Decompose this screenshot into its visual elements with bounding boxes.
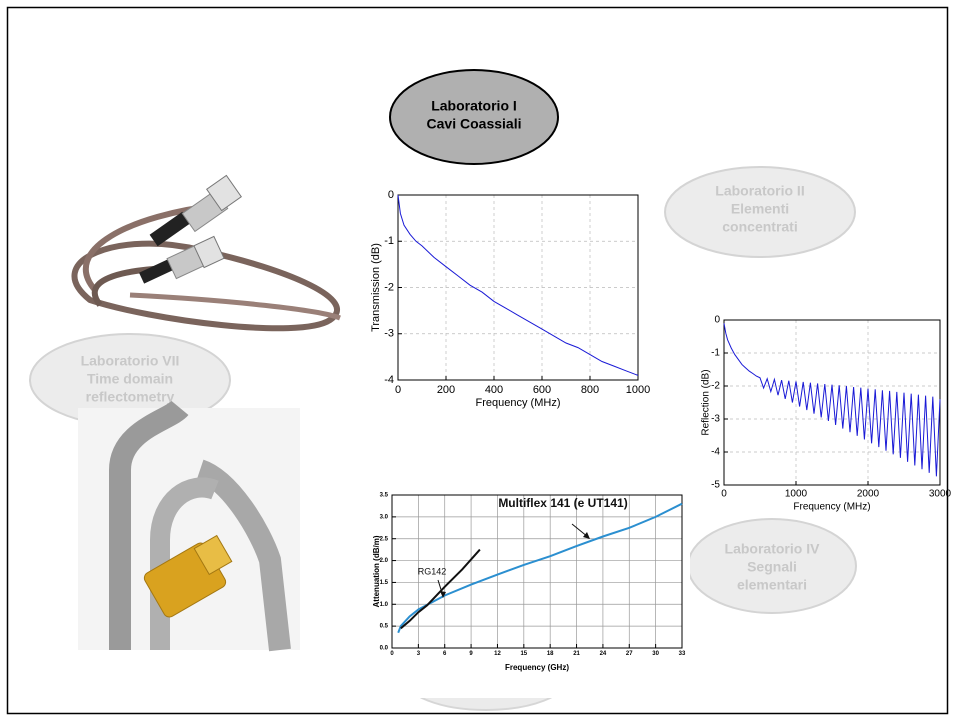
y-tick-label: -3 (384, 328, 394, 340)
x-tick-label: 600 (533, 384, 551, 396)
y-tick-label: -3 (711, 414, 720, 425)
x-tick-label: 30 (652, 651, 659, 657)
y-tick-label: 0 (714, 315, 720, 326)
connector-image (78, 408, 300, 650)
x-tick-label: 21 (573, 651, 580, 657)
y-axis-label: Reflection (dB) (701, 369, 712, 435)
x-tick-label: 15 (520, 651, 527, 657)
x-tick-label: 33 (679, 651, 686, 657)
x-axis-label: Frequency (MHz) (476, 397, 561, 409)
oval-text: Time domain (87, 371, 173, 387)
x-tick-label: 12 (494, 651, 501, 657)
y-tick-label: 3.0 (380, 514, 389, 520)
x-tick-label: 1000 (785, 489, 808, 500)
slide: Laboratorio I Cavi Coassiali Laboratorio… (0, 0, 956, 722)
x-tick-label: 0 (721, 489, 727, 500)
oval-text: concentrati (722, 219, 797, 235)
y-tick-label: 0.5 (380, 624, 389, 630)
lab-oval[interactable]: Laboratorio II Elementi concentrati (665, 167, 855, 257)
y-axis-label: Transmission (dB) (370, 243, 382, 332)
x-tick-label: 18 (547, 651, 554, 657)
oval-text: elementari (737, 577, 807, 593)
y-tick-label: -1 (711, 348, 720, 359)
lab-oval[interactable]: Laboratorio IV Segnali elementari (688, 519, 856, 613)
oval-text: Laboratorio VII (81, 353, 180, 369)
x-tick-label: 0 (395, 384, 401, 396)
x-tick-label: 2000 (857, 489, 880, 500)
y-tick-label: -4 (711, 447, 720, 458)
x-tick-label: 1000 (626, 384, 650, 396)
lab-oval[interactable]: Laboratorio I Cavi Coassiali (390, 70, 558, 164)
x-tick-label: 27 (626, 651, 633, 657)
x-tick-label: 3000 (929, 489, 952, 500)
y-tick-label: -2 (384, 281, 394, 293)
y-tick-label: 3.5 (380, 493, 389, 499)
x-tick-label: 800 (581, 384, 599, 396)
y-tick-label: 0 (388, 189, 394, 201)
x-tick-label: 400 (485, 384, 503, 396)
y-tick-label: 0.0 (380, 646, 389, 652)
y-tick-label: -5 (711, 480, 720, 491)
y-tick-label: -4 (384, 374, 394, 386)
oval-text: Laboratorio II (715, 183, 804, 199)
oval-text: Laboratorio IV (725, 541, 821, 557)
oval-text: Segnali (747, 559, 797, 575)
x-tick-label: 24 (600, 651, 607, 657)
oval-text: Laboratorio I (431, 98, 517, 114)
oval-text: Elementi (731, 201, 789, 217)
series-label: Multiflex 141 (e UT141) (498, 496, 627, 510)
x-axis-label: Frequency (GHz) (505, 663, 569, 672)
series-label: RG142 (418, 566, 447, 576)
y-tick-label: -1 (384, 235, 394, 247)
y-axis-label: Attenuation (dB/m) (372, 535, 381, 607)
x-tick-label: 200 (437, 384, 455, 396)
oval-text: Cavi Coassiali (427, 116, 522, 132)
oval-text: reflectometry (86, 389, 175, 405)
x-axis-label: Frequency (MHz) (793, 502, 870, 513)
y-tick-label: -2 (711, 381, 720, 392)
